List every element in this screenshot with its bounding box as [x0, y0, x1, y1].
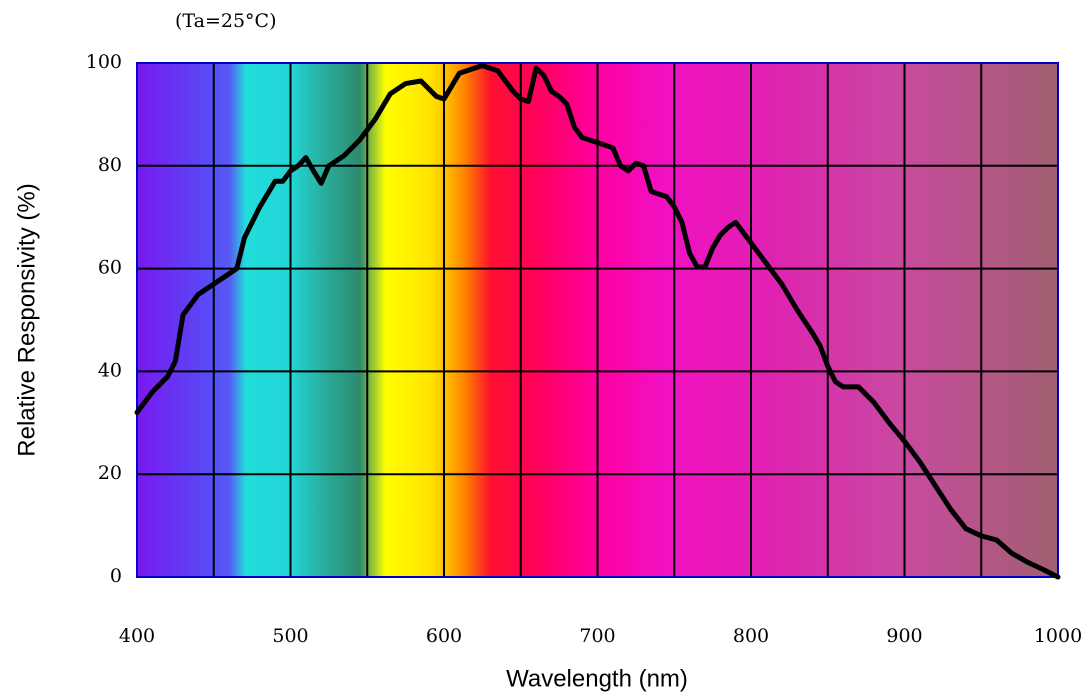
x-tick-label: 700 — [579, 625, 615, 647]
annotation: (Ta=25°C) — [175, 10, 277, 32]
y-tick-label: 100 — [86, 51, 122, 73]
y-tick-label: 40 — [98, 359, 122, 381]
y-tick-label: 0 — [110, 565, 122, 587]
line — [134, 63, 1061, 580]
y-axis-title: Relative Responsivity (%) — [13, 183, 40, 456]
x-axis-title: Wavelength (nm) — [506, 665, 688, 692]
x-tick-label: 400 — [119, 625, 155, 647]
x-tick-label: 600 — [426, 625, 462, 647]
plot-border — [136, 62, 1059, 578]
y-tick-label: 60 — [98, 257, 122, 279]
x-tick-label: 1000 — [1034, 625, 1082, 647]
x-tick-label: 900 — [886, 625, 922, 647]
x-tick-label: 500 — [272, 625, 308, 647]
x-tick-label: 800 — [733, 625, 769, 647]
y-tick-label: 80 — [98, 154, 122, 176]
y-tick-label: 20 — [98, 462, 122, 484]
